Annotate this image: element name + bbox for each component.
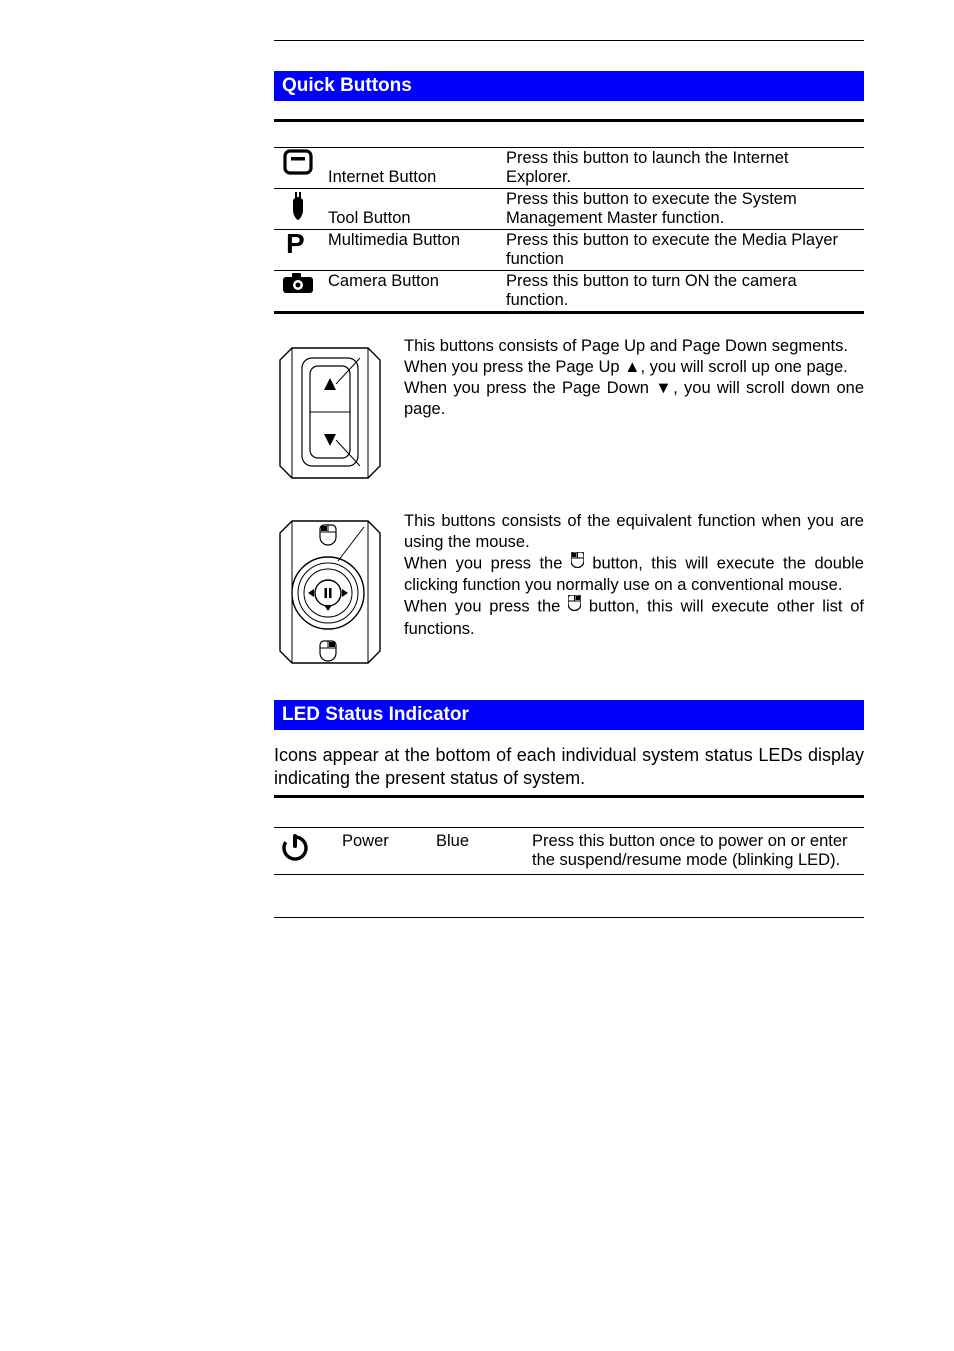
table-row: Camera Button Press this button to turn …: [274, 271, 864, 313]
callout-line: When you press the Page Up ▲, you will s…: [404, 357, 864, 378]
led-desc: Press this button once to power on or en…: [526, 827, 864, 874]
button-desc: Press this button to turn ON the camera …: [500, 271, 864, 313]
mouse-button-diagram: [274, 511, 382, 674]
quick-buttons-header: Quick Buttons: [274, 71, 864, 101]
callout-line: When you press the button, this will exe…: [404, 553, 864, 596]
led-status-header: LED Status Indicator: [274, 700, 864, 730]
button-name: Multimedia Button: [322, 230, 500, 271]
table-header-row: Icon Name Color Description: [274, 796, 864, 827]
table-row: P Multimedia Button Press this button to…: [274, 230, 864, 271]
col-desc: Description: [500, 121, 864, 148]
table-row: Power Blue Press this button once to pow…: [274, 827, 864, 874]
top-horizontal-rule: [274, 40, 864, 41]
mouse-small-icon: [571, 552, 584, 574]
browser-icon: [283, 161, 313, 179]
callout-line: This buttons consists of the equivalent …: [404, 511, 864, 553]
table-header-row: Icon Name Description: [274, 121, 864, 148]
page-up-down-diagram: [274, 336, 382, 489]
p-icon: P: [286, 243, 310, 261]
col-desc: Description: [526, 796, 864, 827]
callout-line: This buttons consists of Page Up and Pag…: [404, 336, 864, 357]
led-status-table: Icon Name Color Description: [274, 795, 864, 875]
page-up-down-callout: This buttons consists of Page Up and Pag…: [274, 336, 864, 489]
col-icon: Icon: [274, 796, 336, 827]
button-desc: Press this button to execute the Media P…: [500, 230, 864, 271]
button-desc: Press this button to execute the System …: [500, 189, 864, 230]
table-row: Tool Button Press this button to execute…: [274, 189, 864, 230]
button-name: Tool Button: [322, 189, 500, 230]
led-intro-text: Icons appear at the bottom of each indiv…: [274, 744, 864, 791]
callout-line: When you press the Page Down ▼, you will…: [404, 378, 864, 420]
col-color: Color: [430, 796, 526, 827]
led-name: Power: [336, 827, 430, 874]
led-color: Blue: [430, 827, 526, 874]
col-name: Name: [322, 121, 500, 148]
text-fragment: When you press the: [404, 598, 568, 616]
svg-text:P: P: [286, 231, 305, 257]
tool-icon: [285, 208, 311, 226]
col-name: Name: [336, 796, 430, 827]
button-desc: Press this button to launch the Internet…: [500, 148, 864, 189]
mouse-button-callout: This buttons consists of the equivalent …: [274, 511, 864, 674]
camera-icon: [282, 280, 314, 298]
col-icon: Icon: [274, 121, 322, 148]
table-row: Internet Button Press this button to lau…: [274, 148, 864, 189]
callout-line: When you press the button, this will exe…: [404, 596, 864, 639]
button-name: Camera Button: [322, 271, 500, 313]
text-fragment: When you press the: [404, 555, 571, 573]
quick-buttons-table: Icon Name Description Inte: [274, 119, 864, 314]
bottom-horizontal-rule: [274, 917, 864, 918]
mouse-small-icon: [568, 595, 581, 617]
button-name: Internet Button: [322, 148, 500, 189]
power-icon: [280, 848, 310, 866]
